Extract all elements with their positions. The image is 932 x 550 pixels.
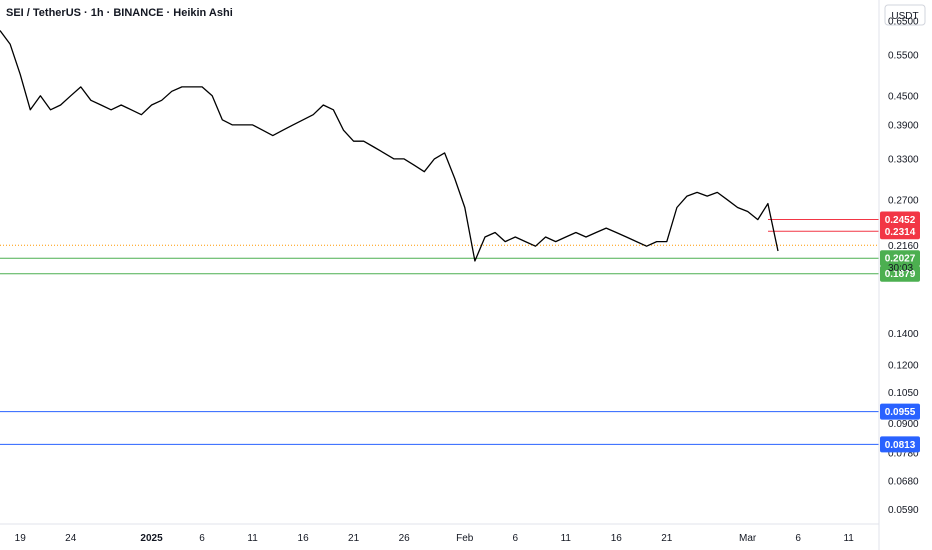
time-tick-label: 6: [512, 533, 518, 544]
price-tag-label: 0.1879: [885, 269, 916, 280]
time-tick-label: 21: [661, 533, 673, 544]
price-tag-label: 0.2314: [885, 227, 916, 238]
price-tick-label: 0.1400: [888, 329, 919, 340]
price-tick-label: 0.4500: [888, 91, 919, 102]
price-tick-label: 0.5500: [888, 50, 919, 61]
time-tick-label: 21: [348, 533, 360, 544]
price-tick-label: 0.6500: [888, 16, 919, 27]
price-tag-3: [880, 265, 920, 282]
price-tick-label: 0.2700: [888, 195, 919, 206]
price-tick-label: 0.2160: [888, 241, 919, 252]
time-tick-label: 16: [298, 533, 310, 544]
price-tag-5: [880, 436, 920, 453]
price-tick-label: 0.0590: [888, 505, 919, 516]
time-axis: 19 24 2025 6 11 16 21 26 Feb 6 11 16 21 Mar 6 11: [15, 533, 855, 544]
price-tag-label: 0.0813: [885, 440, 916, 451]
time-tick-label: Mar: [739, 533, 757, 544]
time-tick-label: 19: [15, 533, 27, 544]
time-tick-label: 11: [561, 533, 572, 544]
price-tick-label: 0.1050: [888, 388, 919, 399]
price-tag-4: [880, 403, 920, 420]
currency-badge[interactable]: [884, 4, 926, 26]
price-series-line-0: [0, 30, 779, 262]
price-tag-2: [880, 250, 920, 267]
price-axis: 0.6500 0.5500 0.4500 0.3900 0.3300 0.2700 0.21…: [888, 16, 919, 516]
time-tick-label: 11: [247, 533, 258, 544]
price-tick-label: 0.0780: [888, 448, 919, 459]
currency-label: USDT: [891, 11, 918, 22]
price-tick-label: 0.0680: [888, 476, 919, 487]
price-tick-label: 0.3300: [888, 154, 919, 165]
time-tick-label: 6: [199, 533, 205, 544]
price-tag-1: [880, 223, 920, 240]
price-tick-label: 0.1200: [888, 361, 919, 372]
time-tick-label: 16: [611, 533, 623, 544]
price-tag-label: 0.0955: [885, 407, 916, 418]
chart-title: SEI / TetherUS · 1h · BINANCE · Heikin A…: [6, 7, 233, 19]
price-series-layer: [0, 30, 779, 262]
time-tick-label: 24: [65, 533, 77, 544]
price-tag-label: 0.2452: [885, 215, 916, 226]
time-tick-label: Feb: [456, 533, 474, 544]
time-tick-label: 2025: [140, 533, 163, 544]
price-tick-label: 0.3900: [888, 120, 919, 131]
bar-countdown: 30:03: [888, 263, 913, 274]
level-lines-layer: [0, 218, 879, 445]
time-tick-label: 11: [843, 533, 854, 544]
price-tag-label: 0.2027: [885, 254, 916, 265]
time-tick-label: 26: [399, 533, 411, 544]
time-tick-label: 6: [795, 533, 801, 544]
price-tick-label: 0.0900: [888, 419, 919, 430]
